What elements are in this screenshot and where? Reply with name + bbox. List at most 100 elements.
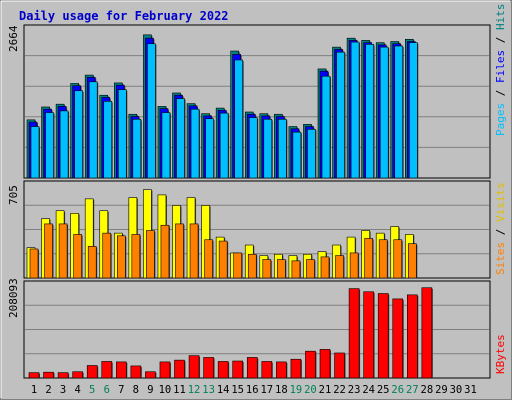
x-label-day-29: 29 bbox=[435, 384, 448, 396]
x-label-day-8: 8 bbox=[133, 384, 139, 396]
x-label-day-19: 19 bbox=[290, 384, 303, 396]
bar-pages-day-5 bbox=[88, 81, 98, 179]
bar-pages-day-10 bbox=[161, 112, 171, 179]
bar-pages-day-23 bbox=[350, 41, 360, 179]
x-label-day-25: 25 bbox=[377, 384, 390, 396]
x-label-day-22: 22 bbox=[333, 384, 346, 396]
x-label-day-18: 18 bbox=[275, 384, 288, 396]
bar-sites-day-24 bbox=[364, 238, 373, 279]
bar-pages-day-19 bbox=[292, 131, 302, 179]
bar-pages-day-14 bbox=[219, 112, 229, 179]
visits-ymax-label: 705 bbox=[7, 185, 20, 205]
bar-sites-day-1 bbox=[29, 248, 39, 279]
x-axis-day-labels: 1 2 3 4 5 6 7 8 9 10 11 12 13 14 15 16 17 18 19 20 21 22 23 24 2… bbox=[31, 384, 477, 396]
bar-pages-day-13 bbox=[205, 118, 214, 179]
svg-text:Pages / Files / Hits: Pages / Files / Hits bbox=[494, 4, 507, 137]
bar-kbytes-day-19 bbox=[290, 358, 302, 379]
x-label-day-11: 11 bbox=[173, 384, 186, 396]
kbytes-ymax-label: 208093 bbox=[7, 278, 20, 318]
bar-kbytes-day-3 bbox=[57, 372, 69, 379]
bar-pages-day-12 bbox=[190, 108, 200, 179]
bar-sites-day-18 bbox=[277, 259, 286, 279]
x-label-day-26: 26 bbox=[391, 384, 404, 396]
bar-kbytes-day-4 bbox=[72, 371, 83, 379]
legend-files: Files bbox=[494, 50, 507, 83]
bar-sites-day-7 bbox=[117, 235, 126, 279]
bar-pages-day-11 bbox=[176, 98, 185, 179]
x-label-day-2: 2 bbox=[45, 384, 51, 396]
bar-kbytes-day-12 bbox=[188, 355, 200, 379]
bar-kbytes-day-27 bbox=[406, 294, 418, 379]
x-label-day-12: 12 bbox=[188, 384, 201, 396]
legend-kbytes: KBytes bbox=[494, 334, 507, 374]
x-label-day-17: 17 bbox=[260, 384, 273, 396]
x-label-day-4: 4 bbox=[74, 384, 80, 396]
bar-pages-day-26 bbox=[394, 45, 404, 179]
bar-kbytes-day-7 bbox=[116, 361, 127, 379]
svg-text:Sites / Visits: Sites / Visits bbox=[494, 182, 507, 275]
visits-legend: Sites / Visits bbox=[494, 182, 507, 275]
bar-kbytes-day-24 bbox=[363, 291, 374, 379]
bar-kbytes-day-2 bbox=[43, 371, 54, 379]
bar-kbytes-day-25 bbox=[377, 293, 389, 379]
bar-kbytes-day-8 bbox=[130, 365, 142, 379]
x-label-day-30: 30 bbox=[450, 384, 463, 396]
bar-pages-day-18 bbox=[278, 118, 287, 179]
x-label-day-13: 13 bbox=[202, 384, 215, 396]
x-label-day-9: 9 bbox=[147, 384, 153, 396]
bar-sites-day-20 bbox=[306, 259, 315, 279]
bar-sites-day-12 bbox=[189, 223, 199, 279]
kbytes-legend: KBytes bbox=[494, 334, 507, 374]
bar-pages-day-17 bbox=[263, 118, 273, 179]
bar-kbytes-day-1 bbox=[28, 372, 40, 379]
bar-sites-day-17 bbox=[262, 259, 272, 279]
bar-pages-day-9 bbox=[147, 43, 156, 179]
x-label-day-16: 16 bbox=[246, 384, 259, 396]
bar-kbytes-day-16 bbox=[246, 357, 258, 379]
bar-sites-day-15 bbox=[233, 252, 242, 279]
bar-kbytes-day-17 bbox=[261, 361, 273, 379]
bar-kbytes-day-5 bbox=[86, 365, 98, 379]
bar-sites-day-10 bbox=[160, 224, 170, 279]
x-label-day-21: 21 bbox=[319, 384, 332, 396]
bar-sites-day-21 bbox=[320, 256, 330, 279]
bar-kbytes-day-20 bbox=[305, 350, 316, 379]
bar-sites-day-9 bbox=[146, 230, 155, 279]
legend-visits: Visits bbox=[494, 182, 507, 222]
hits-legend: Pages / Files / Hits bbox=[494, 4, 507, 137]
bar-kbytes-day-10 bbox=[159, 361, 171, 379]
bar-sites-day-27 bbox=[407, 243, 417, 279]
bar-pages-day-16 bbox=[248, 117, 258, 179]
bar-pages-day-7 bbox=[118, 89, 127, 179]
bar-sites-day-14 bbox=[218, 240, 228, 279]
bar-sites-day-6 bbox=[102, 232, 112, 279]
bar-kbytes-day-6 bbox=[101, 361, 113, 379]
bar-sites-day-23 bbox=[349, 252, 359, 279]
bar-sites-day-13 bbox=[204, 239, 213, 279]
x-label-day-14: 14 bbox=[217, 384, 230, 396]
x-label-day-5: 5 bbox=[89, 384, 95, 396]
bar-kbytes-day-13 bbox=[203, 357, 214, 379]
bar-pages-day-8 bbox=[132, 118, 142, 179]
bar-pages-day-3 bbox=[59, 110, 69, 179]
hits-ymax-label: 2664 bbox=[7, 25, 20, 52]
bar-sites-day-3 bbox=[58, 223, 68, 279]
x-label-day-24: 24 bbox=[362, 384, 375, 396]
bar-pages-day-2 bbox=[45, 112, 54, 179]
x-label-day-28: 28 bbox=[421, 384, 434, 396]
x-label-day-10: 10 bbox=[159, 384, 172, 396]
x-label-day-20: 20 bbox=[304, 384, 317, 396]
bars-layer bbox=[26, 34, 433, 379]
bar-kbytes-day-23 bbox=[348, 288, 360, 379]
bar-sites-day-2 bbox=[44, 223, 53, 279]
x-label-day-7: 7 bbox=[118, 384, 124, 396]
bar-sites-day-5 bbox=[87, 246, 97, 279]
legend-pages: Pages bbox=[494, 103, 507, 136]
bar-kbytes-day-18 bbox=[276, 361, 287, 379]
bar-pages-day-4 bbox=[74, 90, 83, 179]
x-label-day-3: 3 bbox=[60, 384, 66, 396]
x-label-day-27: 27 bbox=[406, 384, 419, 396]
bar-kbytes-day-22 bbox=[334, 352, 345, 379]
x-label-day-6: 6 bbox=[104, 384, 110, 396]
bar-pages-day-24 bbox=[365, 44, 374, 179]
